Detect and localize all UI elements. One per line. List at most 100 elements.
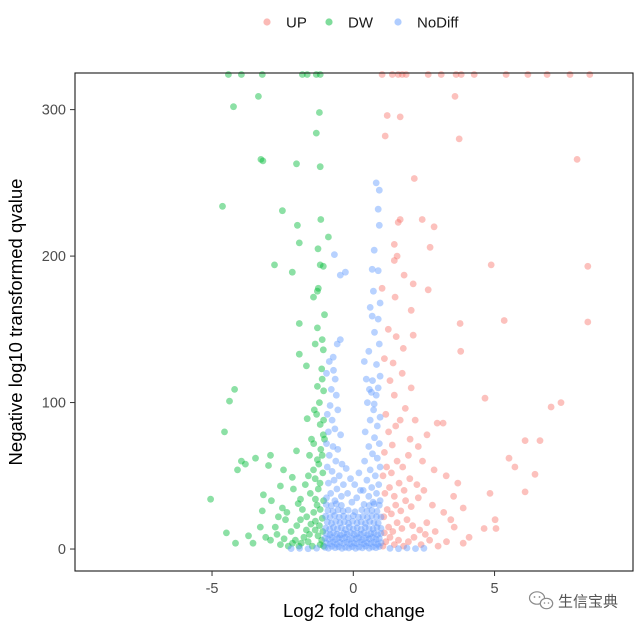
x-tick-label: -5 (206, 581, 219, 597)
point-nodiff (328, 519, 335, 527)
point-up (407, 503, 415, 510)
point-dw (279, 504, 286, 512)
point-dw (318, 536, 326, 544)
point-nodiff (335, 513, 343, 521)
point-nodiff (333, 530, 341, 538)
point-nodiff (357, 525, 365, 533)
legend-key-dw (325, 18, 333, 26)
point-nodiff (336, 539, 344, 546)
point-up (402, 497, 409, 505)
point-up (424, 71, 432, 78)
point-up (409, 280, 417, 288)
point-up (418, 216, 426, 223)
point-up (399, 463, 407, 471)
point-up (405, 451, 412, 459)
point-nodiff (344, 490, 351, 497)
point-dw (314, 532, 322, 540)
point-nodiff (335, 543, 342, 551)
point-nodiff (323, 410, 331, 418)
point-dw (314, 456, 321, 464)
point-nodiff (373, 454, 381, 462)
point-dw (295, 320, 303, 327)
point-nodiff (323, 530, 330, 537)
point-dw (271, 261, 278, 269)
point-dw (297, 539, 305, 547)
point-up (390, 541, 398, 548)
point-dw (320, 416, 327, 424)
point-up (459, 539, 467, 547)
point-dw (283, 509, 291, 516)
point-nodiff (325, 479, 332, 487)
point-up (382, 538, 390, 546)
point-nodiff (333, 540, 341, 548)
point-dw (313, 410, 320, 418)
point-dw (277, 482, 284, 490)
point-nodiff (340, 481, 347, 488)
point-nodiff (334, 506, 342, 514)
point-up (381, 355, 388, 362)
point-up (426, 243, 434, 251)
point-dw (313, 501, 321, 509)
point-dw (318, 451, 326, 459)
point-up (392, 333, 400, 340)
point-dw (275, 513, 282, 521)
point-dw (318, 336, 326, 343)
point-up (411, 416, 419, 424)
point-dw (273, 531, 281, 538)
point-nodiff (373, 513, 380, 521)
point-nodiff (325, 535, 332, 543)
point-nodiff (358, 536, 366, 544)
point-nodiff (323, 369, 330, 377)
point-nodiff (323, 463, 331, 471)
point-dw (290, 485, 297, 493)
watermark-text: 生信宝典 (558, 593, 618, 611)
point-nodiff (334, 446, 342, 453)
point-nodiff (371, 434, 378, 442)
point-nodiff (373, 422, 381, 430)
point-nodiff (340, 529, 348, 537)
point-up (405, 538, 412, 546)
point-nodiff (342, 544, 349, 551)
point-nodiff (332, 457, 340, 465)
point-dw (255, 93, 262, 100)
point-up (584, 262, 592, 270)
point-dw (316, 261, 324, 269)
point-nodiff (366, 304, 374, 311)
point-dw (262, 533, 270, 541)
point-nodiff (370, 287, 377, 295)
point-nodiff (342, 268, 349, 276)
point-dw (316, 506, 324, 513)
point-nodiff (330, 529, 337, 537)
point-dw (303, 526, 310, 534)
point-dw (312, 517, 319, 525)
point-nodiff (338, 460, 346, 468)
point-nodiff (351, 481, 359, 488)
point-nodiff (373, 524, 381, 531)
point-up (406, 475, 414, 483)
point-up (417, 541, 425, 548)
point-nodiff (325, 451, 333, 459)
point-nodiff (355, 513, 362, 521)
point-dw (258, 507, 266, 515)
point-up (385, 523, 392, 531)
point-nodiff (374, 384, 382, 392)
point-nodiff (362, 520, 369, 527)
point-up (547, 403, 555, 411)
point-nodiff (355, 543, 363, 551)
point-up (381, 132, 389, 140)
point-nodiff (358, 544, 366, 552)
point-nodiff (345, 536, 353, 543)
legend: UP DW NoDiff (263, 15, 459, 32)
point-nodiff (340, 512, 348, 520)
point-nodiff (333, 485, 341, 493)
point-nodiff (325, 358, 333, 365)
point-dw (294, 221, 301, 229)
point-up (502, 71, 510, 78)
point-dw (311, 340, 319, 348)
point-dw (304, 538, 312, 546)
point-up (389, 528, 397, 535)
point-nodiff (349, 525, 357, 533)
point-up (439, 419, 447, 427)
point-dw (293, 522, 301, 529)
point-dw (316, 109, 323, 116)
